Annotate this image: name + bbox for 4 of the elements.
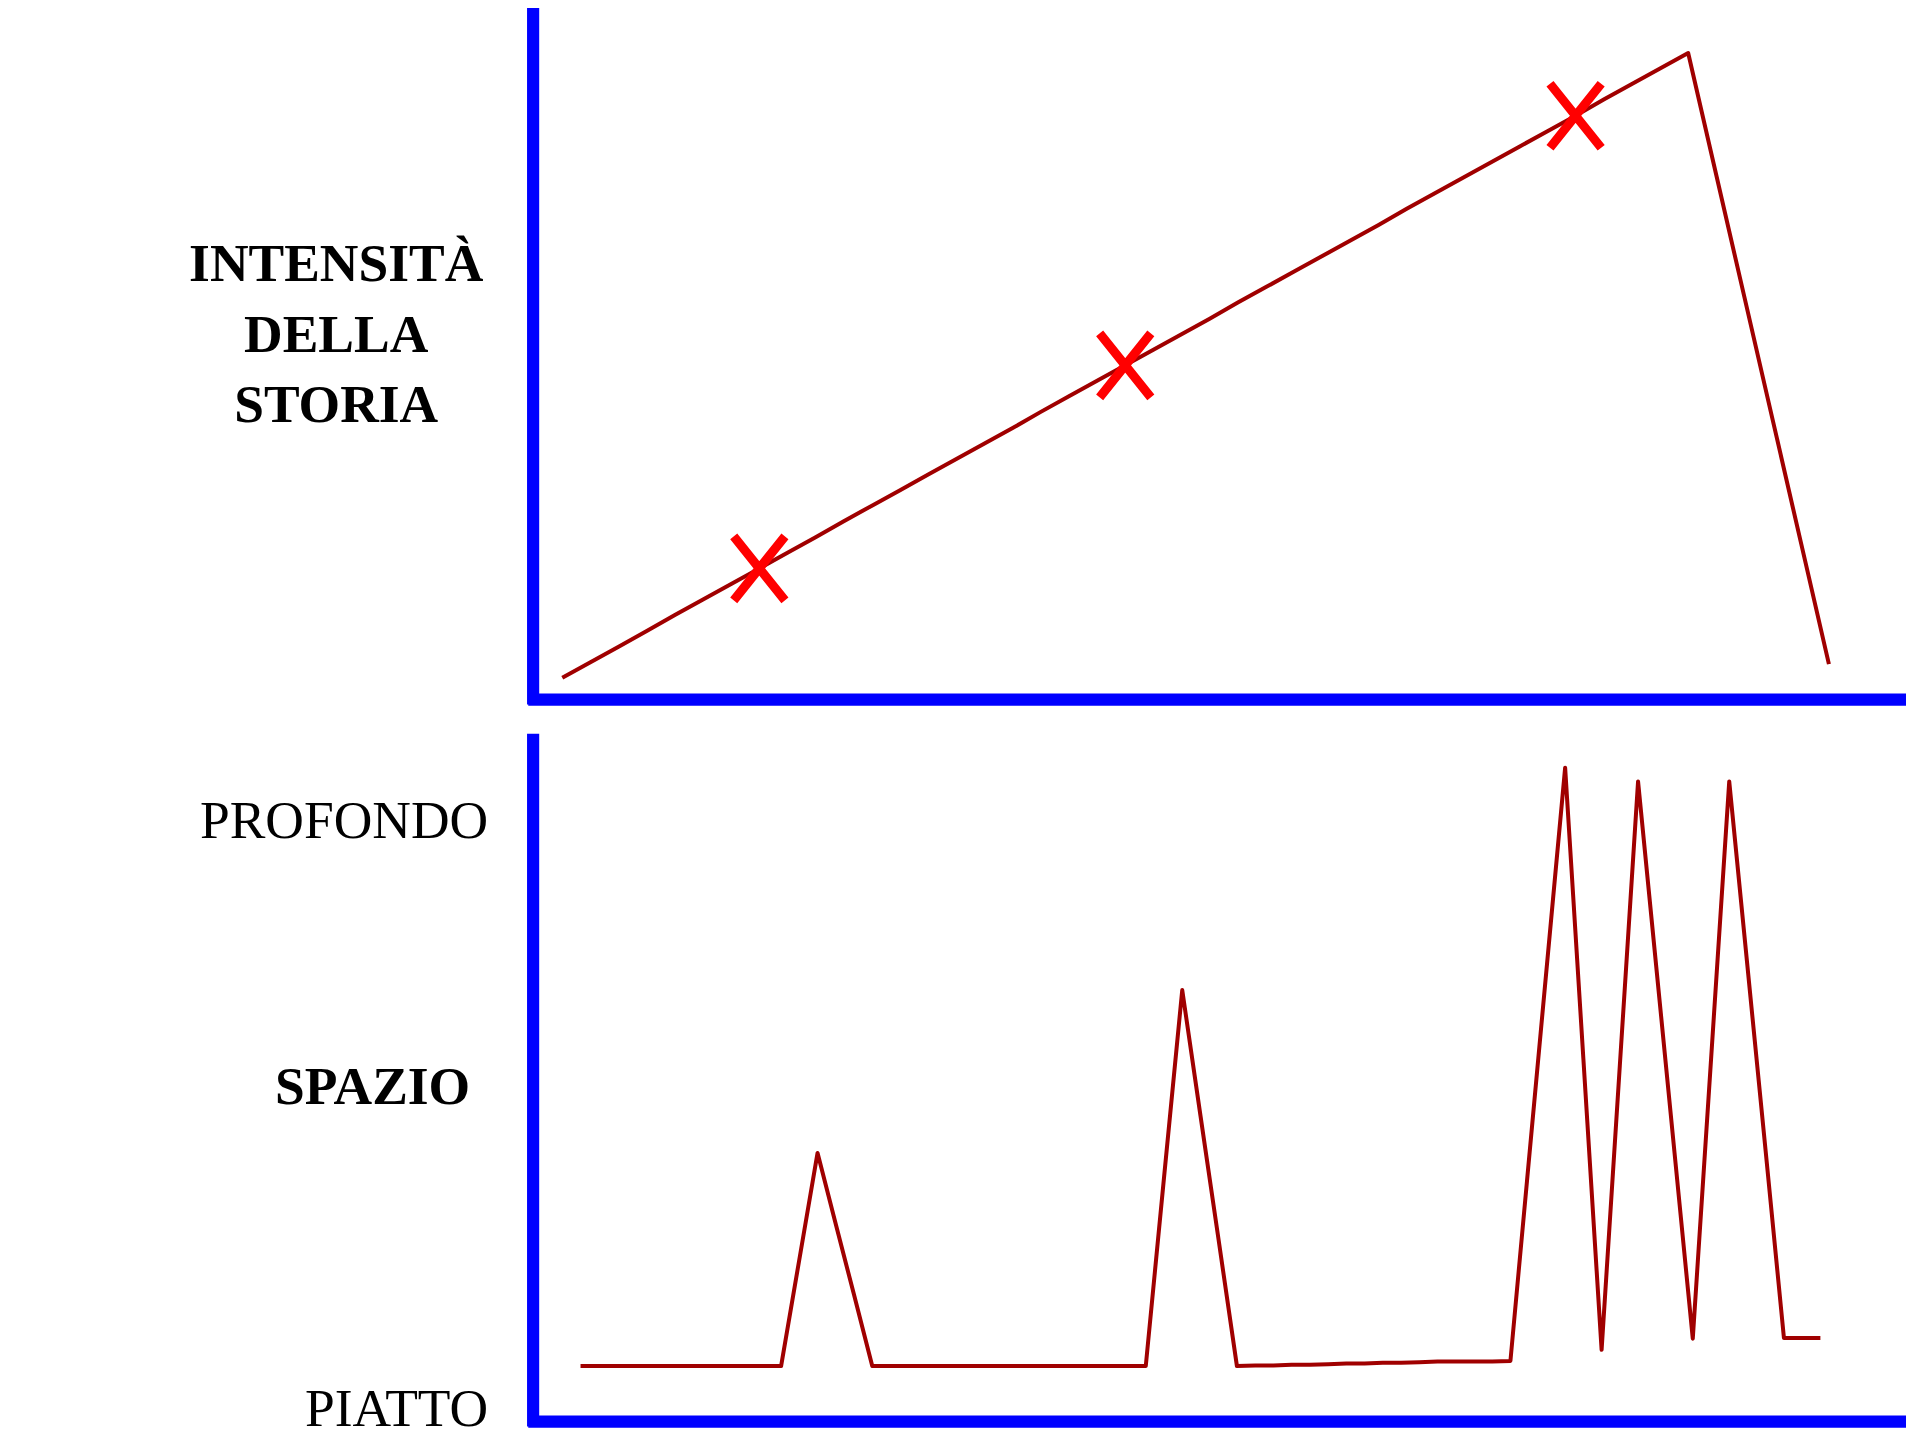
text: PROFONDO [199,789,489,850]
y-axis-title: SPAZIO [275,1056,471,1117]
text: PIATTO [304,1378,489,1439]
y-axis-title: INTENSITÀ DELLA STORIA [189,233,484,435]
